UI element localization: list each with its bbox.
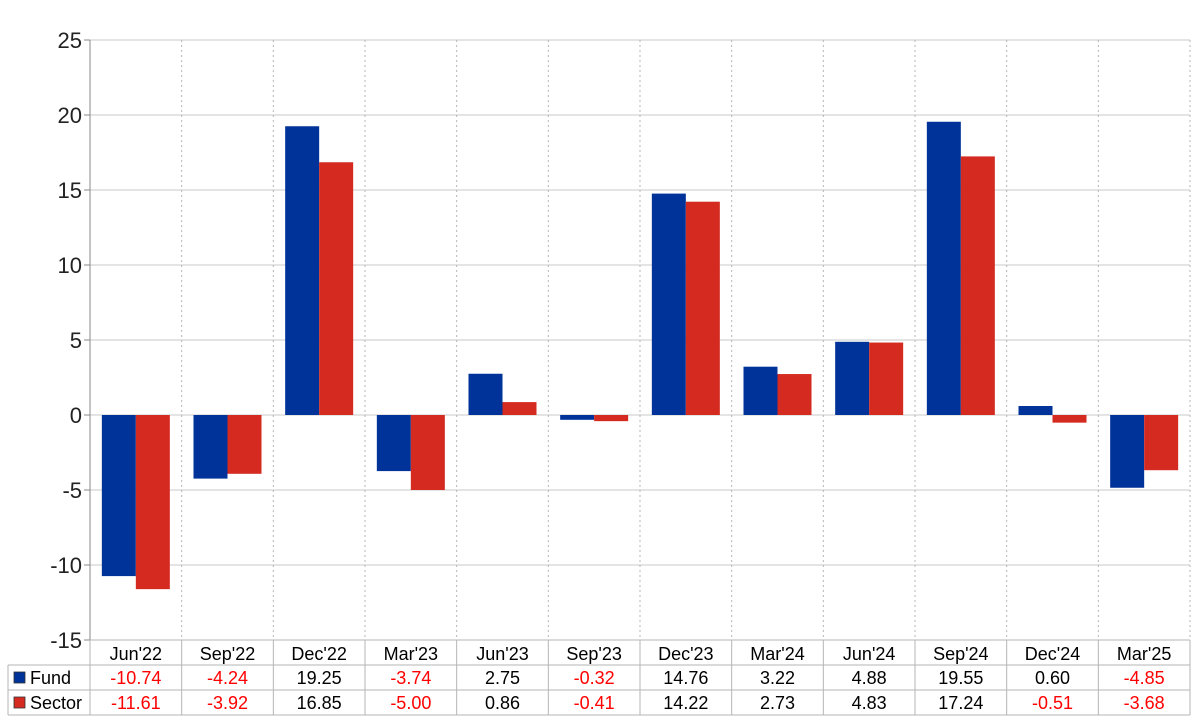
x-category-label: Mar'24 [750, 644, 804, 664]
y-tick-label: 5 [70, 328, 82, 353]
bar-sector [502, 402, 537, 415]
y-axis: 25 20 15 10 5 0 -5 -10 -15 [50, 28, 91, 653]
bar-fund [743, 366, 778, 415]
bar-sector [227, 415, 262, 474]
x-category-label: Jun'22 [110, 644, 162, 664]
x-category-label: Dec'24 [1025, 644, 1080, 664]
bar-sector [135, 415, 170, 590]
bars [101, 121, 1179, 590]
data-label: 3.22 [760, 668, 795, 688]
data-label: 4.88 [852, 668, 887, 688]
data-label: 17.24 [938, 693, 983, 713]
data-label: 4.83 [852, 693, 887, 713]
data-label: 19.55 [938, 668, 983, 688]
y-tick-label: 0 [70, 403, 82, 428]
x-category-label: Sep'23 [566, 644, 622, 664]
bar-fund [468, 373, 503, 415]
bar-sector [1144, 415, 1179, 471]
data-label: 19.25 [297, 668, 342, 688]
x-category-label: Sep'22 [200, 644, 256, 664]
data-label: -0.41 [574, 693, 615, 713]
data-label: -3.68 [1124, 693, 1165, 713]
data-label: 0.60 [1035, 668, 1070, 688]
data-label: -11.61 [111, 693, 161, 713]
bar-sector [685, 201, 720, 415]
bar-fund [835, 341, 870, 415]
bar-sector [869, 342, 904, 415]
y-tick-label: -10 [50, 553, 82, 578]
bar-sector [319, 162, 354, 415]
bar-sector [410, 415, 445, 490]
data-label: -5.00 [390, 693, 431, 713]
data-label: 16.85 [297, 693, 342, 713]
bar-fund [285, 126, 320, 415]
grid-lines [89, 39, 1191, 641]
x-category-label: Jun'23 [476, 644, 528, 664]
x-category-label: Sep'24 [933, 644, 989, 664]
bar-fund [1018, 406, 1053, 415]
legend-swatch-fund [13, 671, 26, 684]
x-category-label: Dec'22 [291, 644, 346, 664]
y-tick-label: -15 [50, 628, 82, 653]
bar-sector [960, 156, 995, 415]
bar-fund [101, 415, 136, 577]
data-label: -0.32 [574, 668, 615, 688]
data-label: -10.74 [110, 668, 161, 688]
data-label: 2.73 [760, 693, 795, 713]
x-category-label: Dec'23 [658, 644, 713, 664]
legend-swatch-sector [13, 696, 26, 709]
bar-fund [376, 415, 411, 472]
legend-label-sector: Sector [30, 693, 82, 713]
bar-fund [1110, 415, 1145, 488]
y-tick-label: 25 [58, 28, 82, 53]
y-tick-label: 10 [58, 253, 82, 278]
bar-sector [594, 415, 629, 422]
bar-fund [926, 121, 961, 415]
x-category-label: Jun'24 [843, 644, 895, 664]
y-tick-label: 15 [58, 178, 82, 203]
bar-fund [193, 415, 228, 479]
data-label: -4.24 [207, 668, 248, 688]
bar-sector [777, 374, 812, 415]
x-category-label: Mar'23 [384, 644, 438, 664]
bar-fund [651, 193, 686, 415]
data-table: Jun'22 Sep'22 Dec'22 Mar'23 Jun'23 Sep'23 Dec'… [7, 639, 1191, 716]
legend-label-fund: Fund [30, 668, 71, 688]
data-label: -3.92 [207, 693, 248, 713]
data-label: 14.76 [663, 668, 708, 688]
data-label: -3.74 [390, 668, 431, 688]
data-label: 0.86 [485, 693, 520, 713]
data-label: 2.75 [485, 668, 520, 688]
data-label: -0.51 [1032, 693, 1073, 713]
bar-sector [1052, 415, 1087, 423]
data-label: 14.22 [663, 693, 708, 713]
y-tick-label: 20 [58, 103, 82, 128]
bar-fund [560, 415, 595, 420]
y-tick-label: -5 [62, 478, 82, 503]
x-category-label: Mar'25 [1117, 644, 1171, 664]
data-label: -4.85 [1124, 668, 1165, 688]
